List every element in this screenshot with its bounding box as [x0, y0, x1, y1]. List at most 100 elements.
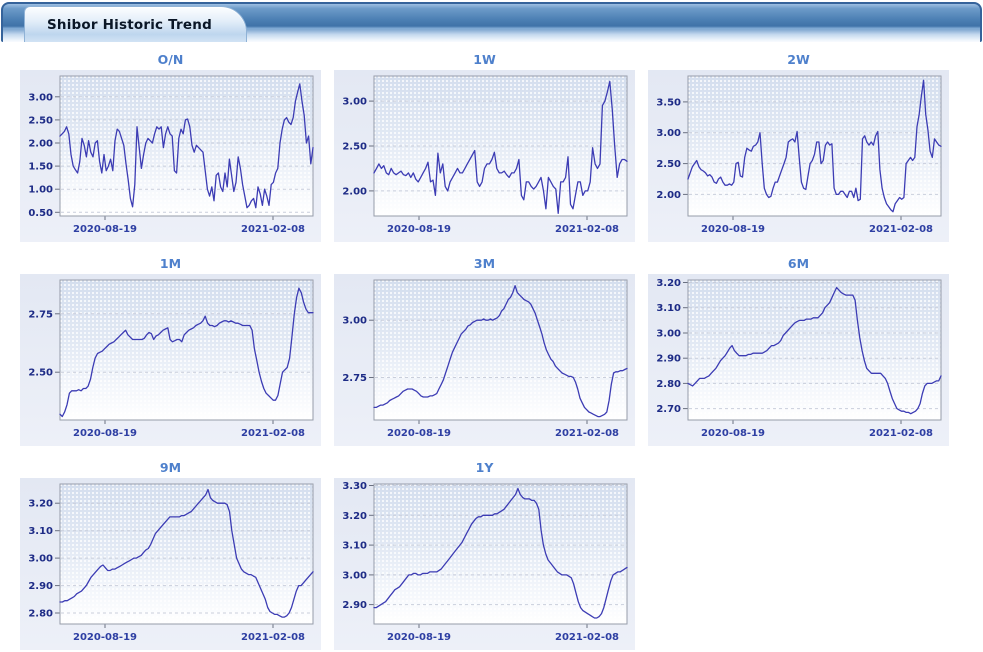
y-tick-label: 2.90	[342, 600, 367, 611]
chart-block: 6M 2.70 2.80 2.90 3.00 3.10 3.20 2020-08-19 202…	[648, 257, 949, 446]
y-tick-label: 3.50	[656, 97, 681, 108]
y-tick-label: 2.00	[28, 139, 53, 150]
series-line-1W	[373, 80, 628, 214]
x-tick-label: 2020-08-19	[701, 428, 765, 439]
y-tick-label: 1.50	[28, 162, 53, 173]
chart-title: 3M	[473, 256, 496, 271]
chart-title: O/N	[157, 52, 184, 67]
y-tick-label: 2.75	[28, 309, 53, 320]
y-tick-label: 2.50	[28, 115, 53, 126]
plot-border	[373, 279, 628, 421]
chart-block: 1M 2.50 2.75 2020-08-19 2021-02-08	[20, 257, 321, 446]
plot-background	[374, 484, 627, 624]
chart-panel: 2.90 3.00 3.10 3.20 3.30 2020-08-19 2021-02-08	[334, 478, 635, 650]
plot-background	[60, 280, 313, 420]
chart-title: 6M	[787, 256, 810, 271]
plot-background	[688, 280, 941, 420]
plot-border	[373, 483, 628, 625]
line-chart: 2.90 3.00 3.10 3.20 3.30 2020-08-19 2021-02-08	[342, 481, 628, 643]
chart-title: 1Y	[475, 460, 494, 475]
chart-panel: 2.70 2.80 2.90 3.00 3.10 3.20 2020-08-19 2021-0…	[648, 274, 949, 446]
x-tick-label: 2021-02-08	[241, 428, 305, 439]
y-tick-label: 2.90	[656, 354, 681, 365]
plot-background	[60, 484, 313, 624]
line-chart: 2.00 2.50 3.00 3.50 2020-08-19 2021-02-08	[656, 75, 942, 235]
y-tick-label: 2.80	[656, 379, 681, 390]
x-tick-label: 2021-02-08	[555, 428, 619, 439]
y-tick-label: 2.80	[28, 609, 53, 620]
chart-block: 3M 2.75 3.00 2020-08-19 2021-02-08	[334, 257, 635, 446]
series-line-1Y	[373, 487, 628, 619]
chart-panel: 2.00 2.50 3.00 2020-08-19 2021-02-08	[334, 70, 635, 242]
y-tick-label: 2.50	[28, 368, 53, 379]
chart-block: 1W 2.00 2.50 3.00 2020-08-19 2021-02-08	[334, 53, 635, 242]
series-line-9M	[59, 488, 314, 618]
x-tick-label: 2020-08-19	[701, 224, 765, 235]
y-tick-label: 3.00	[342, 570, 367, 581]
y-tick-label: 3.00	[342, 97, 367, 108]
plot-border	[59, 279, 314, 421]
plot-background	[374, 280, 627, 420]
y-tick-label: 2.70	[656, 404, 681, 415]
y-tick-label: 3.00	[28, 554, 53, 565]
x-tick-label: 2020-08-19	[387, 428, 451, 439]
x-tick-label: 2021-02-08	[869, 224, 933, 235]
y-tick-label: 3.10	[656, 303, 681, 314]
chart-block: O/N 0.50 1.00 1.50 2.00 2.50 3.00 2020-08-19 20…	[20, 53, 321, 242]
plot-border	[59, 483, 314, 625]
series-line-O/N	[59, 83, 314, 209]
line-chart: 2.75 3.00 2020-08-19 2021-02-08	[342, 279, 628, 439]
chart-panel: 2.50 2.75 2020-08-19 2021-02-08	[20, 274, 321, 446]
y-tick-label: 2.00	[342, 186, 367, 197]
x-tick-label: 2021-02-08	[241, 224, 305, 235]
chart-panel: 2.00 2.50 3.00 3.50 2020-08-19 2021-02-08	[648, 70, 949, 242]
x-tick-label: 2020-08-19	[73, 224, 137, 235]
chart-panel: 2.80 2.90 3.00 3.10 3.20 2020-08-19 2021-02-08	[20, 478, 321, 650]
y-tick-label: 2.75	[342, 373, 367, 384]
y-tick-label: 3.20	[656, 278, 681, 289]
charts-grid: O/N 0.50 1.00 1.50 2.00 2.50 3.00 2020-08-19 20…	[20, 53, 983, 650]
x-tick-label: 2021-02-08	[869, 428, 933, 439]
y-tick-label: 3.00	[28, 92, 53, 103]
y-tick-label: 1.00	[28, 185, 53, 196]
chart-panel: 2.75 3.00 2020-08-19 2021-02-08	[334, 274, 635, 446]
y-tick-label: 2.90	[28, 581, 53, 592]
chart-block: 9M 2.80 2.90 3.00 3.10 3.20 2020-08-19 2021-02…	[20, 461, 321, 650]
x-tick-label: 2021-02-08	[555, 224, 619, 235]
line-chart: 2.00 2.50 3.00 2020-08-19 2021-02-08	[342, 75, 628, 235]
x-tick-label: 2021-02-08	[241, 632, 305, 643]
y-tick-label: 3.30	[342, 481, 367, 492]
chart-title: 2W	[787, 52, 810, 67]
plot-border	[59, 75, 314, 217]
series-line-2W	[687, 79, 942, 213]
x-tick-label: 2020-08-19	[387, 224, 451, 235]
y-tick-label: 3.20	[342, 511, 367, 522]
chart-title: 9M	[159, 460, 182, 475]
chart-title: 1M	[159, 256, 182, 271]
plot-border	[687, 279, 942, 421]
chart-title: 1W	[473, 52, 496, 67]
plot-border	[687, 75, 942, 217]
tab-shibor-historic-trend[interactable]: Shibor Historic Trend	[24, 6, 247, 42]
page-title: Shibor Historic Trend	[47, 16, 212, 33]
line-chart: 2.80 2.90 3.00 3.10 3.20 2020-08-19 2021-02-08	[28, 483, 314, 643]
y-tick-label: 3.10	[342, 541, 367, 552]
line-chart: 0.50 1.00 1.50 2.00 2.50 3.00 2020-08-19 2021-0…	[28, 75, 314, 235]
chart-block: 2W 2.00 2.50 3.00 3.50 2020-08-19 2021-02-08	[648, 53, 949, 242]
y-tick-label: 3.20	[28, 499, 53, 510]
plot-border	[373, 75, 628, 217]
y-tick-label: 2.50	[342, 142, 367, 153]
x-tick-label: 2021-02-08	[555, 632, 619, 643]
y-tick-label: 3.10	[28, 526, 53, 537]
x-tick-label: 2020-08-19	[387, 632, 451, 643]
chart-block: 1Y 2.90 3.00 3.10 3.20 3.30 2020-08-19 2021-02…	[334, 461, 635, 650]
x-tick-label: 2020-08-19	[73, 632, 137, 643]
plot-background	[688, 76, 941, 216]
y-tick-label: 3.00	[656, 128, 681, 139]
series-line-1M	[59, 287, 314, 418]
y-tick-label: 3.00	[656, 329, 681, 340]
line-chart: 2.50 2.75 2020-08-19 2021-02-08	[28, 279, 314, 439]
chart-panel: 0.50 1.00 1.50 2.00 2.50 3.00 2020-08-19 2021-0…	[20, 70, 321, 242]
y-tick-label: 0.50	[28, 208, 53, 219]
y-tick-label: 2.00	[656, 190, 681, 201]
